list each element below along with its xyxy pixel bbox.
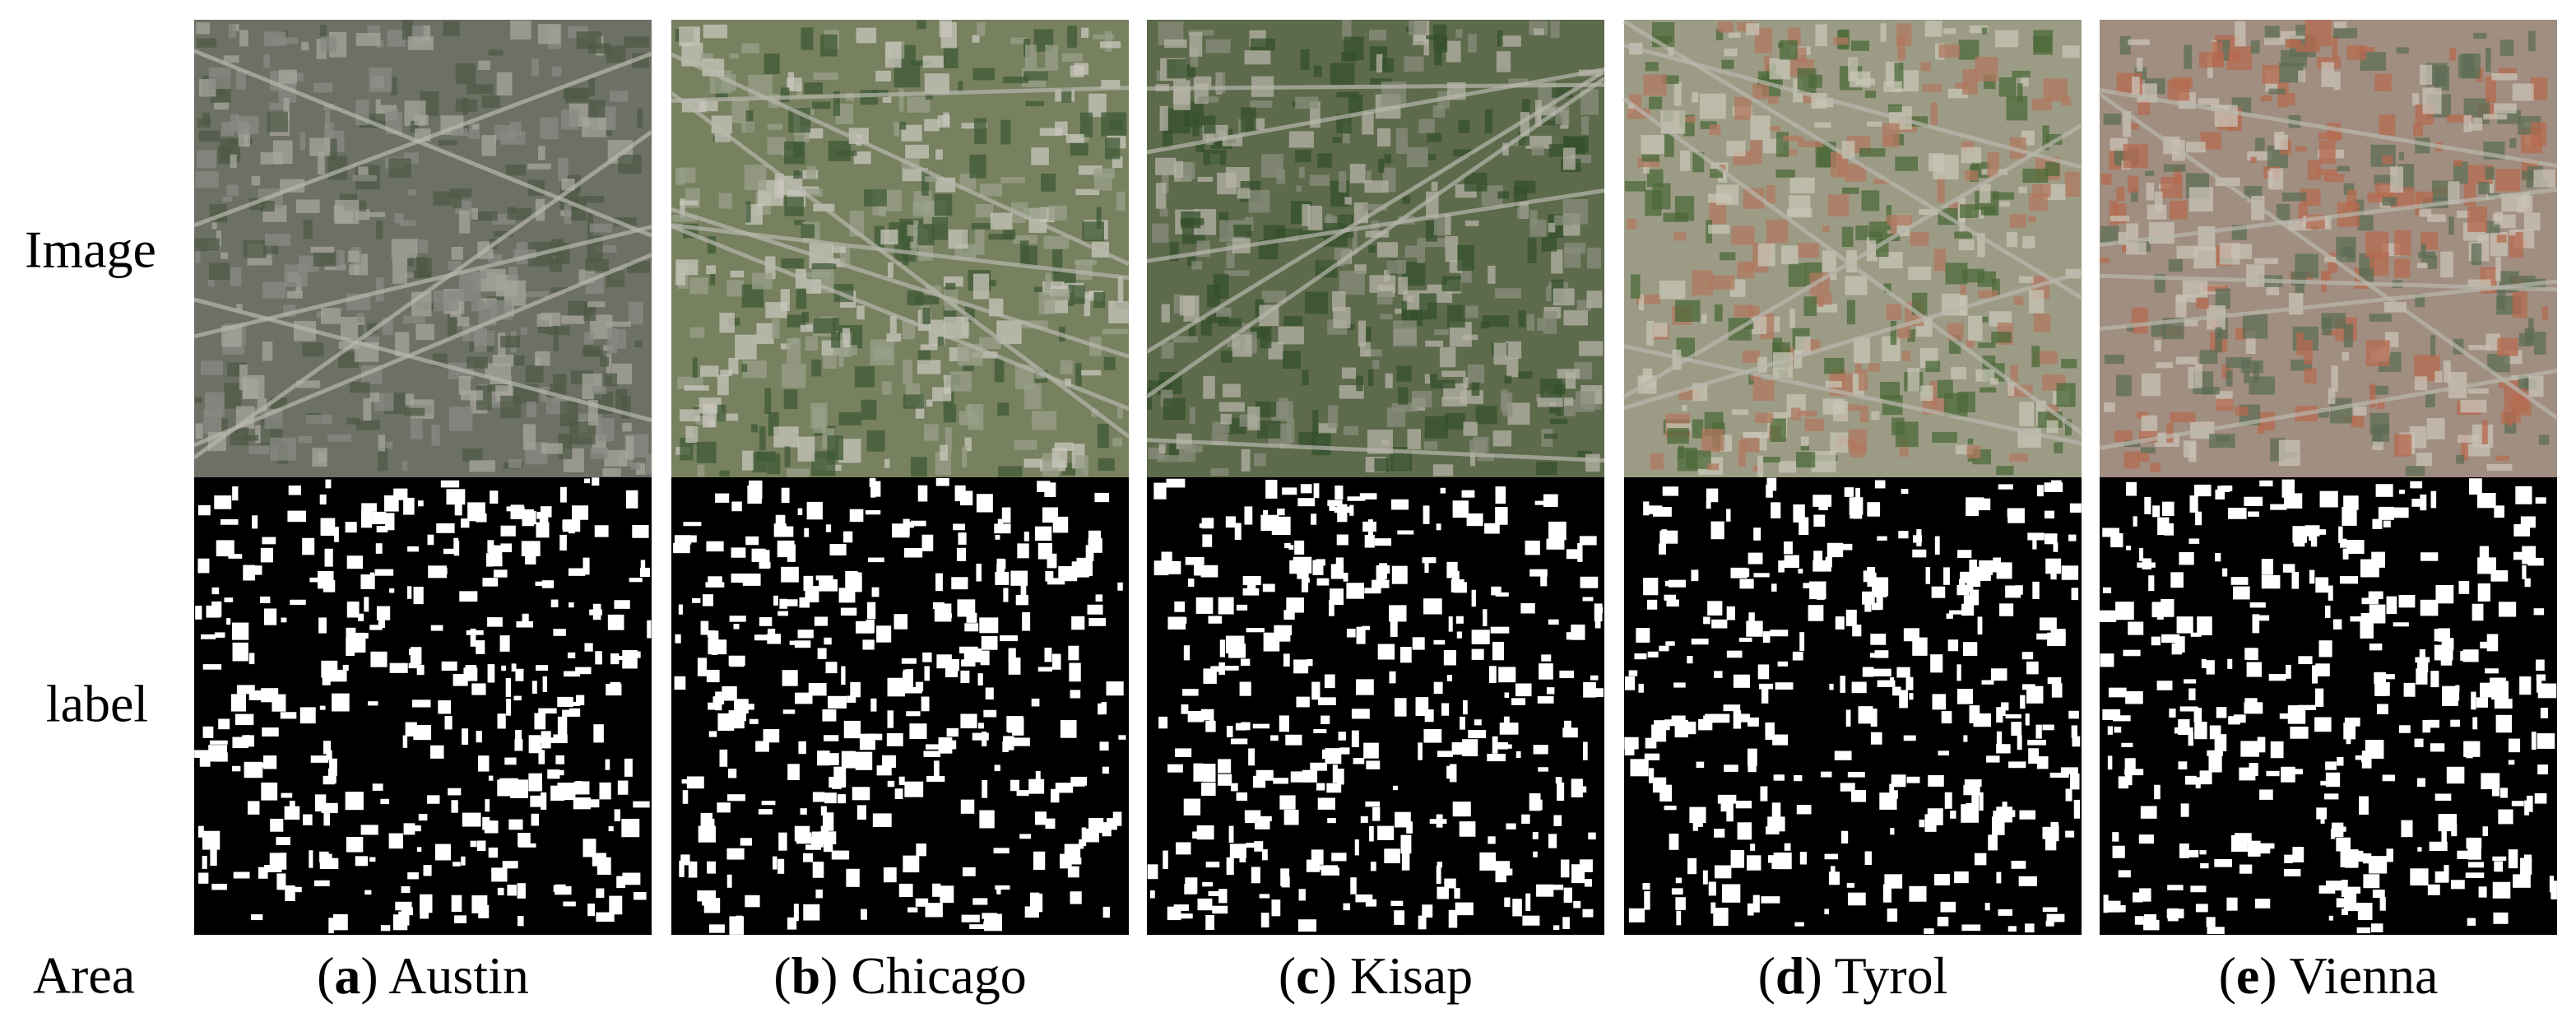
caption-part: ( xyxy=(773,946,791,1005)
caption-part: ) Austin xyxy=(360,946,528,1005)
aerial-image xyxy=(2098,20,2559,477)
caption-part: c xyxy=(1296,946,1319,1005)
caption-part: ( xyxy=(1279,946,1296,1005)
caption-part: ) Tyrol xyxy=(1805,946,1948,1005)
aerial-image xyxy=(1145,20,1606,477)
caption-part: b xyxy=(791,946,821,1005)
caption-part: ( xyxy=(1758,946,1775,1005)
caption-part: ( xyxy=(317,946,334,1005)
label-mask xyxy=(2100,477,2557,935)
caption-part: e xyxy=(2236,946,2259,1005)
caption-part: a xyxy=(334,946,360,1005)
caption-part: ) Chicago xyxy=(820,946,1027,1005)
row-label: label xyxy=(46,675,148,733)
caption: (c) Kisap xyxy=(1279,946,1473,1005)
row-label: Image xyxy=(25,221,156,279)
label-mask xyxy=(194,477,652,935)
label-mask xyxy=(671,477,1129,935)
row-label: Area xyxy=(33,946,135,1005)
caption: (e) Vienna xyxy=(2219,946,2439,1005)
aerial-image xyxy=(193,20,653,477)
caption-part: d xyxy=(1775,946,1805,1005)
aerial-image xyxy=(1622,20,2083,477)
label-mask xyxy=(1147,477,1604,935)
caption-part: ) Vienna xyxy=(2259,946,2438,1005)
caption: (b) Chicago xyxy=(773,946,1027,1005)
caption: (a) Austin xyxy=(317,946,529,1005)
aerial-image xyxy=(670,20,1130,477)
caption: (d) Tyrol xyxy=(1758,946,1948,1005)
caption-part: ) Kisap xyxy=(1320,946,1474,1005)
caption-part: ( xyxy=(2219,946,2236,1005)
label-mask xyxy=(1624,477,2082,935)
